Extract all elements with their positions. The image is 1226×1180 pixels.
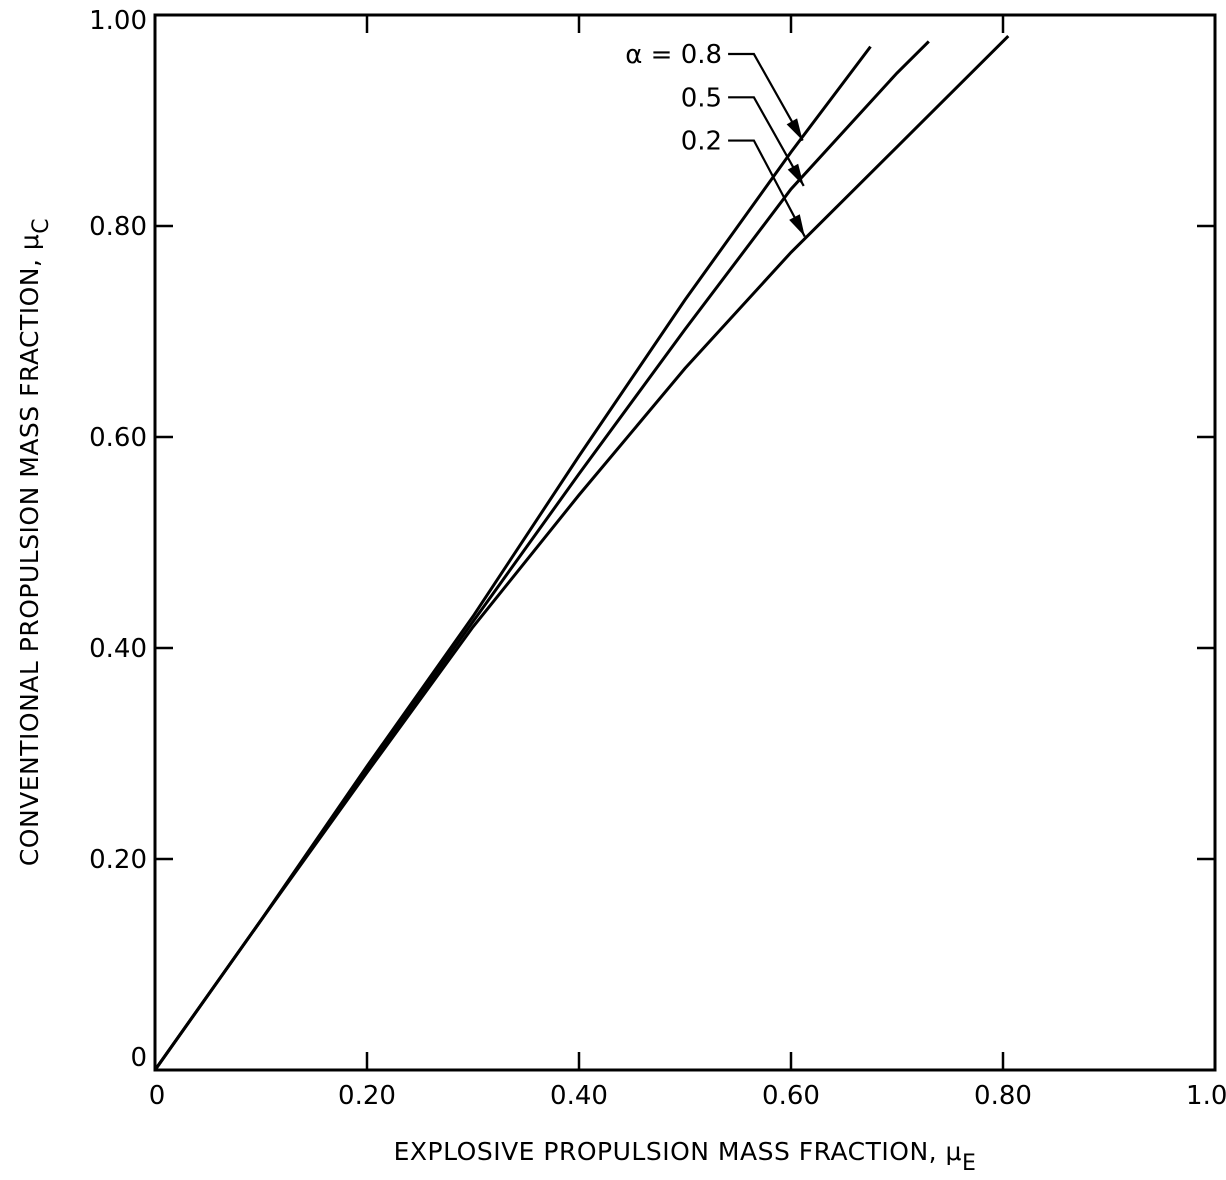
arrowhead-0 xyxy=(786,118,803,141)
series-label-2: 0.2 xyxy=(681,127,722,157)
leader-line-1 xyxy=(728,96,805,187)
x-axis-ticks: 0 0.20 0.40 0.60 0.80 1.00 xyxy=(149,15,1226,1111)
series-label-1: 0.5 xyxy=(681,83,722,113)
series-line-2 xyxy=(153,35,1010,1071)
x-tick-label: 0 xyxy=(149,1081,166,1111)
y-axis-label: CONVENTIONAL PROPULSION MASS FRACTION, μ… xyxy=(15,218,54,866)
series-label-0: α = 0.8 xyxy=(625,40,722,70)
y-axis-ticks: 0 0.20 0.40 0.60 0.80 1.00 xyxy=(89,6,1215,1073)
arrowhead-2 xyxy=(789,214,805,237)
x-axis-label: EXPLOSIVE PROPULSION MASS FRACTION, μE xyxy=(394,1137,977,1176)
x-tick-label: 1.00 xyxy=(1186,1081,1226,1111)
y-tick-label: 0 xyxy=(130,1043,147,1073)
plot-frame xyxy=(153,13,1217,1072)
x-tick-label: 0.80 xyxy=(974,1081,1032,1111)
leader-line-0 xyxy=(728,52,804,142)
series-line-1 xyxy=(153,40,930,1071)
series-layer xyxy=(153,35,1010,1071)
x-tick-label: 0.40 xyxy=(550,1081,608,1111)
arrowhead-1 xyxy=(787,163,804,186)
x-tick-label: 0.20 xyxy=(338,1081,396,1111)
y-tick-label: 0.20 xyxy=(89,845,147,875)
y-tick-label: 0.60 xyxy=(89,423,147,453)
leader-line-2 xyxy=(728,139,806,238)
annotation-layer: α = 0.8 0.5 0.2 xyxy=(625,40,806,238)
x-tick-label: 0.60 xyxy=(762,1081,820,1111)
y-tick-label: 0.80 xyxy=(89,212,147,242)
y-tick-label: 1.00 xyxy=(89,6,147,36)
y-tick-label: 0.40 xyxy=(89,634,147,664)
